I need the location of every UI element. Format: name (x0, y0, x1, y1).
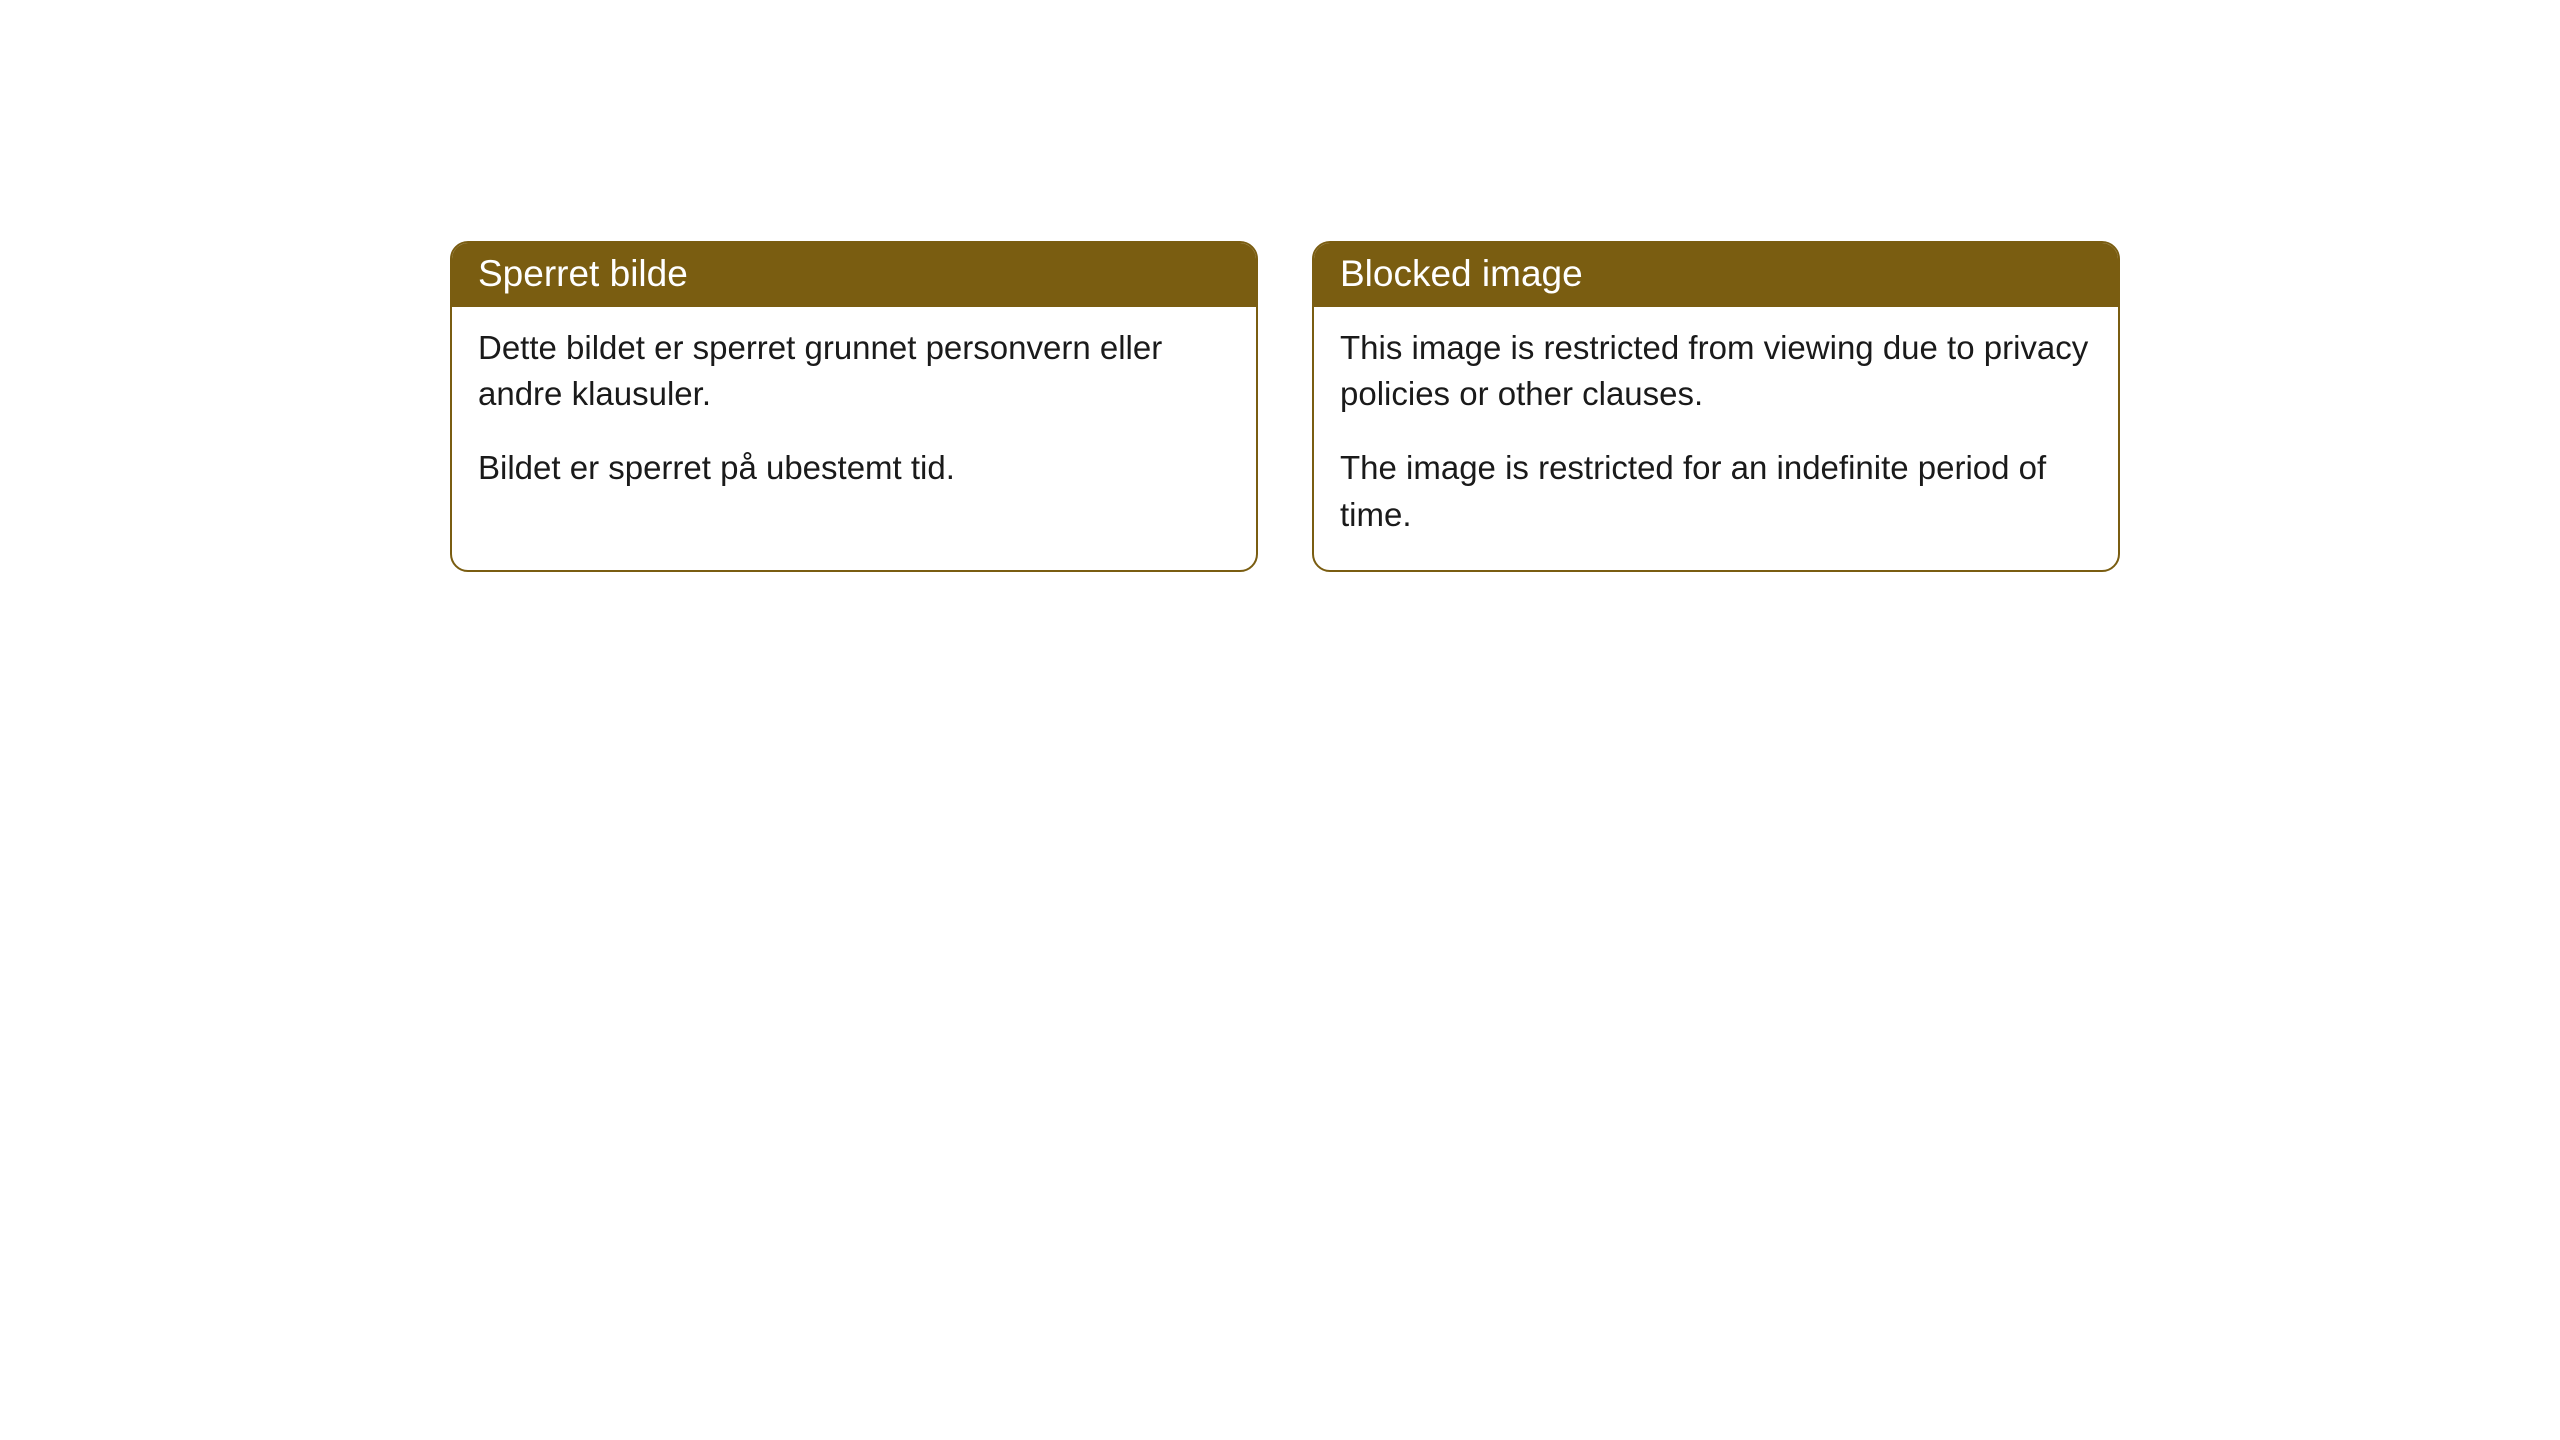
card-header-en: Blocked image (1314, 243, 2118, 307)
blocked-image-card-en: Blocked image This image is restricted f… (1312, 241, 2120, 572)
card-text-1-no: Dette bildet er sperret grunnet personve… (478, 325, 1230, 417)
card-header-no: Sperret bilde (452, 243, 1256, 307)
card-title-en: Blocked image (1340, 253, 1583, 294)
notice-cards-container: Sperret bilde Dette bildet er sperret gr… (0, 0, 2560, 572)
card-text-1-en: This image is restricted from viewing du… (1340, 325, 2092, 417)
card-text-2-en: The image is restricted for an indefinit… (1340, 445, 2092, 537)
card-body-no: Dette bildet er sperret grunnet personve… (452, 307, 1256, 524)
card-body-en: This image is restricted from viewing du… (1314, 307, 2118, 570)
blocked-image-card-no: Sperret bilde Dette bildet er sperret gr… (450, 241, 1258, 572)
card-title-no: Sperret bilde (478, 253, 688, 294)
card-text-2-no: Bildet er sperret på ubestemt tid. (478, 445, 1230, 491)
